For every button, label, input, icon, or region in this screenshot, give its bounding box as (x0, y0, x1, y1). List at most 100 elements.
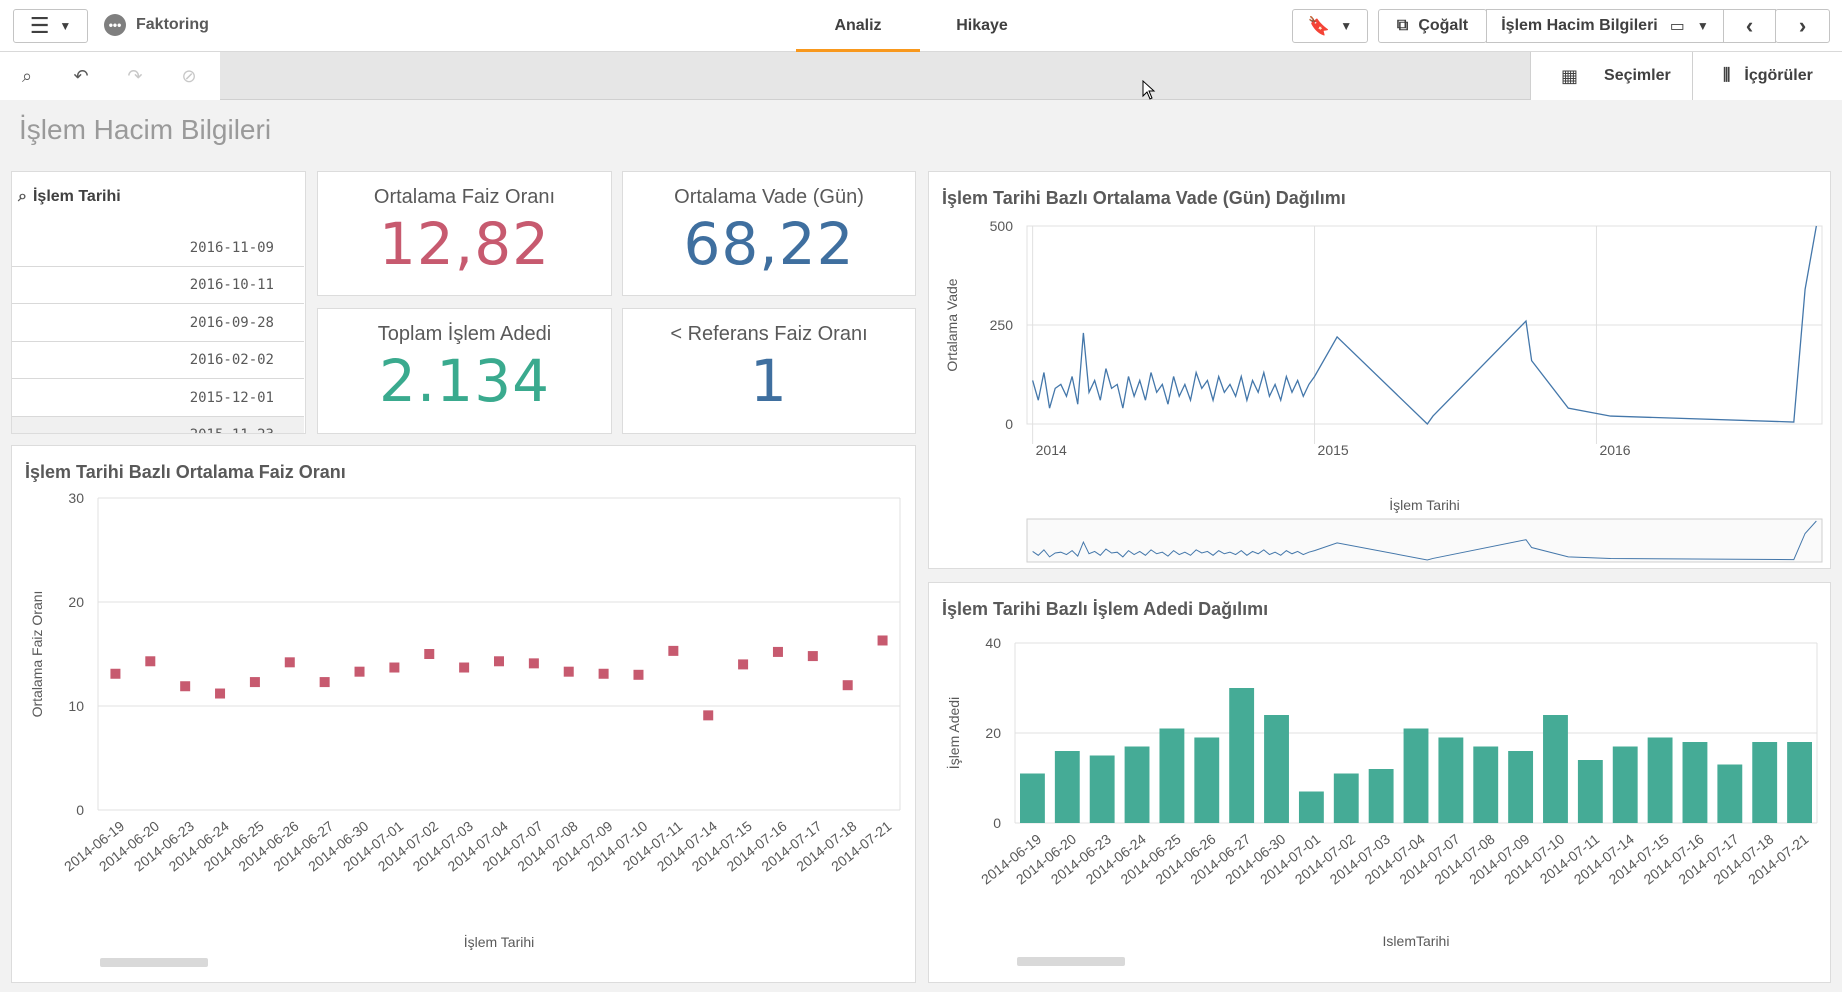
mode-tabs: Analiz Hikaye (796, 0, 1044, 52)
scatter-point (110, 668, 121, 679)
list-item[interactable]: 2016-09-28 (12, 305, 304, 342)
sheet-selector[interactable]: İşlem Hacim Bilgileri ▭ ▼ (1486, 9, 1724, 43)
kpi-title: < Referans Faiz Oranı (670, 323, 868, 345)
insights-button[interactable]: ⫼ İçgörüler (1692, 52, 1842, 100)
bar (1333, 773, 1359, 823)
chart-title: İşlem Tarihi Bazlı Ortalama Vade (Gün) D… (942, 188, 1346, 208)
search-icon: ⌕ (18, 188, 27, 205)
bar (1508, 751, 1534, 823)
kpi-title: Ortalama Faiz Oranı (373, 186, 556, 208)
previous-sheet-button[interactable]: ‹ (1723, 9, 1776, 43)
duplicate-button[interactable]: ⧉ Çoğalt (1378, 9, 1487, 43)
list-item[interactable]: 2016-10-11 (12, 267, 304, 304)
selection-toolbar: ⌕ ↶ ↷ ⊘ ▦ Seçimler ⫼ İçgörüler (0, 52, 1842, 100)
duplicate-label: Çoğalt (1418, 17, 1469, 34)
app-name: Faktoring (136, 16, 209, 33)
kpi-avg-interest[interactable]: Ortalama Faiz Oranı 12,82 (317, 171, 612, 296)
kpi-total-transactions[interactable]: Toplam İşlem Adedi 2.134 (317, 308, 612, 434)
listbox-title: İşlem Tarihi (32, 188, 121, 205)
y-axis-label: Ortalama Faiz Oranı (29, 591, 45, 718)
bar (1089, 755, 1115, 823)
list-item[interactable]: 2015-12-01 (12, 380, 304, 417)
selections-button[interactable]: ▦ Seçimler (1530, 52, 1693, 100)
step-forward-icon[interactable]: ↷ (127, 65, 143, 86)
tab-analiz[interactable]: Analiz (796, 0, 920, 52)
sheet-title: İşlem Hacim Bilgileri (19, 114, 272, 145)
bar (1682, 742, 1708, 823)
bar (1543, 715, 1568, 823)
kpi-value: 12,82 (378, 210, 551, 278)
tab-hikaye[interactable]: Hikaye (956, 17, 1008, 34)
bar (1159, 728, 1185, 823)
scatter-point (703, 710, 714, 721)
scatter-point (424, 649, 435, 659)
scatter-point (145, 656, 156, 667)
list-item[interactable]: 2016-02-02 (12, 342, 304, 379)
bar (1368, 769, 1394, 823)
mouse-cursor-icon (1142, 80, 1156, 100)
scatter-point (319, 677, 330, 688)
selection-tools: ⌕ ↶ ↷ ⊘ (0, 52, 220, 100)
bar (1577, 760, 1603, 823)
minichart-frame (1026, 518, 1823, 563)
next-sheet-button[interactable]: › (1775, 9, 1830, 43)
chart-title: İşlem Tarihi Bazlı İşlem Adedi Dağılımı (942, 599, 1269, 619)
bar (1020, 773, 1045, 823)
scatter-point (215, 688, 226, 699)
bar (1229, 688, 1255, 823)
insights-label: İçgörüler (1744, 67, 1813, 84)
bar (1124, 746, 1150, 823)
maturity-line-chart[interactable]: İşlem Tarihi Bazlı Ortalama Vade (Gün) D… (928, 171, 1831, 569)
app-title[interactable]: ••• Faktoring (104, 14, 209, 36)
x-tick-label: 2014 (1036, 442, 1067, 458)
kpi-avg-maturity[interactable]: Ortalama Vade (Gün) 68,22 (622, 171, 916, 296)
clear-selections-icon[interactable]: ⊘ (181, 65, 197, 86)
y-tick-label: 0 (76, 802, 84, 818)
kpi-below-reference-rate[interactable]: < Referans Faiz Oranı 1 (622, 308, 916, 434)
horizontal-scrollbar (100, 958, 208, 967)
listbox-header[interactable]: ⌕ İşlem Tarihi (18, 188, 121, 206)
scatter-point (563, 666, 574, 677)
y-axis-label: Ortalama Vade (944, 278, 960, 371)
y-tick-label: 20 (985, 725, 1001, 741)
bar (1717, 764, 1743, 823)
list-item[interactable]: 2015-11-23 (12, 417, 304, 433)
filter-listbox[interactable]: ⌕ İşlem Tarihi 2016-11-09 2016-10-11 201… (11, 171, 306, 434)
series-line (1032, 225, 1818, 425)
selections-label: Seçimler (1604, 67, 1671, 84)
kpi-value: 1 (750, 347, 788, 415)
kpi-title: Toplam İşlem Adedi (377, 323, 552, 345)
scatter-point (877, 635, 888, 646)
list-item[interactable]: 2016-11-09 (12, 230, 304, 267)
bar (1752, 742, 1778, 823)
scatter-point (842, 680, 853, 691)
bar (1612, 746, 1638, 823)
minichart-line (1032, 520, 1817, 561)
sheet-icon: ▭ (1669, 18, 1685, 35)
bar (1403, 728, 1429, 823)
bar (1438, 737, 1464, 823)
bar (1787, 742, 1812, 823)
transaction-count-bar-chart[interactable]: İşlem Tarihi Bazlı İşlem Adedi Dağılımı … (928, 582, 1831, 983)
line-chart-svg: 2014 2015 2016 0 250 500 İşlem Tarihi Ortalama … (944, 218, 1823, 563)
bookmarks-button[interactable]: 🔖 ▼ (1292, 9, 1368, 43)
kpi-title: Ortalama Vade (Gün) (674, 186, 864, 208)
interest-scatter-chart[interactable]: İşlem Tarihi Bazlı Ortalama Faiz Oranı 0… (11, 445, 916, 983)
bar-chart-svg: 020402014-06-192014-06-202014-06-232014-… (945, 635, 1818, 966)
y-tick-label: 30 (68, 490, 84, 506)
chevron-down-icon: ▼ (59, 19, 72, 33)
scatter-chart-svg: 01020302014-06-192014-06-202014-06-23201… (29, 490, 901, 967)
y-tick-label: 20 (68, 594, 84, 610)
y-tick-label: 0 (1005, 416, 1013, 432)
smart-search-icon[interactable]: ⌕ (21, 65, 33, 86)
bar (1054, 751, 1080, 823)
y-tick-label: 40 (985, 635, 1001, 651)
horizontal-scrollbar (1017, 957, 1125, 966)
step-back-icon[interactable]: ↶ (73, 65, 89, 86)
y-tick-label: 10 (68, 698, 84, 714)
navigation-menu-button[interactable]: ☰ ▼ (13, 9, 88, 43)
scatter-point (633, 669, 644, 680)
sheet-selector-label: İşlem Hacim Bilgileri (1501, 17, 1658, 34)
chevron-down-icon: ▼ (1696, 19, 1709, 33)
scatter-point (668, 645, 679, 656)
